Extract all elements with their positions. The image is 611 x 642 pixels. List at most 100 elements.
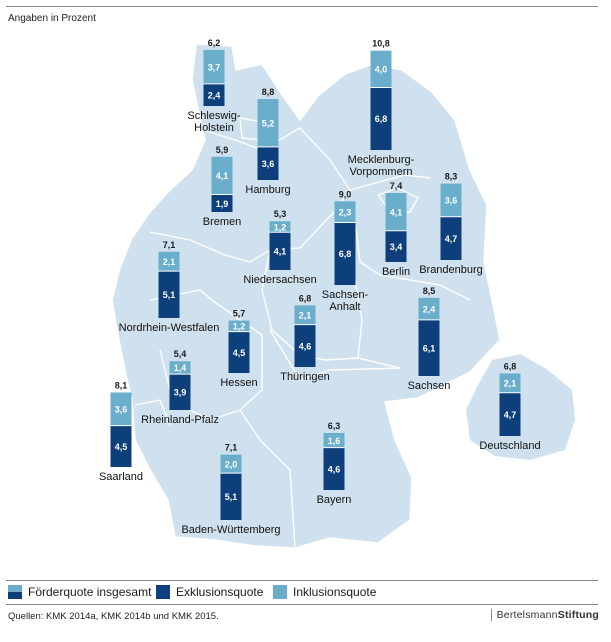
- bar-exklusion: [169, 374, 191, 410]
- legend-label-total: Förderquote insgesamt: [28, 585, 152, 599]
- region-label: Niedersachsen: [243, 274, 316, 286]
- value-label-inklusion: 1,6: [328, 436, 341, 446]
- bar-exklusion: [499, 392, 521, 436]
- value-label-inklusion: 2,1: [299, 311, 312, 321]
- region-label: Nordrhein-Westfalen: [119, 322, 220, 334]
- region-sachsen: 2,4 6,1 8,5 Sachsen: [408, 286, 451, 392]
- value-label-exklusion: 3,9: [174, 388, 187, 398]
- value-label-inklusion: 1,2: [274, 222, 287, 232]
- sources-note: Quellen: KMK 2014a, KMK 2014b und KMK 20…: [8, 611, 219, 622]
- region-brandenburg: 3,6 4,7 8,3 Brandenburg: [419, 172, 483, 276]
- bars-layer: 3,7 2,4 6,2 Schleswig-Holstein 5,2 3,6 8,8 Hamb…: [99, 38, 541, 536]
- bar-exklusion: [385, 230, 407, 262]
- germany-outline: [111, 43, 501, 549]
- value-label-exklusion: 4,6: [328, 464, 341, 474]
- value-label-total: 7,1: [163, 240, 176, 250]
- value-label-total: 5,3: [274, 209, 287, 219]
- value-label-total: 6,3: [328, 421, 341, 431]
- legend-swatch-total: [8, 585, 22, 599]
- value-label-total: 8,3: [445, 172, 458, 182]
- bar-exklusion: [294, 324, 316, 367]
- value-label-inklusion: 5,2: [262, 118, 275, 128]
- bar-exklusion: [334, 222, 356, 285]
- value-label-exklusion: 2,4: [208, 90, 221, 100]
- region-label: Mecklenburg-: [348, 154, 415, 166]
- region-bremen: 4,1 1,9 5,9 Bremen: [203, 145, 242, 228]
- region-mecklenburg-vorpommern: 4,0 6,8 10,8 Mecklenburg-Vorpommern: [348, 39, 415, 178]
- value-label-exklusion: 6,8: [339, 249, 352, 259]
- bar-exklusion: [211, 194, 233, 212]
- region-schleswig-holstein: 3,7 2,4 6,2 Schleswig-Holstein: [187, 38, 241, 134]
- legend-swatch-inklusion: [273, 585, 287, 599]
- region-saarland: 3,6 4,5 8,1 Saarland: [99, 380, 143, 483]
- legend-top-rule: [6, 580, 598, 581]
- region-thueringen: 2,1 4,6 6,8 Thüringen: [280, 293, 330, 383]
- value-label-exklusion: 4,1: [274, 247, 287, 257]
- value-label-inklusion: 3,6: [115, 405, 128, 415]
- value-label-exklusion: 4,7: [445, 234, 458, 244]
- germany-chart: 3,7 2,4 6,2 Schleswig-Holstein 5,2 3,6 8,8 Hamb…: [99, 38, 575, 549]
- region-label: Deutschland: [479, 440, 540, 452]
- value-label-inklusion: 3,6: [445, 196, 458, 206]
- bar-inklusion: [370, 50, 392, 88]
- region-label: Hessen: [220, 377, 257, 389]
- region-label: Schleswig-: [187, 110, 241, 122]
- legend-item-inklusion: Inklusionsquote: [273, 585, 376, 599]
- value-label-total: 8,1: [115, 380, 128, 390]
- bar-exklusion: [323, 447, 345, 490]
- region-rheinland-pfalz: 1,4 3,9 5,4 Rheinland-Pfalz: [141, 349, 219, 426]
- value-label-inklusion: 4,1: [216, 171, 229, 181]
- bar-exklusion: [370, 87, 392, 150]
- bar-exklusion: [257, 146, 279, 180]
- bar-inklusion: [158, 251, 180, 272]
- legend: Förderquote insgesamt Exklusionsquote In…: [8, 585, 598, 603]
- top-rule: [6, 6, 598, 7]
- bar-inklusion: [385, 193, 407, 231]
- region-label: Baden-Württemberg: [181, 524, 280, 536]
- bar-exklusion: [228, 331, 250, 373]
- region-label: Thüringen: [280, 371, 330, 383]
- region-sachsen-anhalt: 2,3 6,8 9,0 Sachsen-Anhalt: [322, 189, 369, 313]
- region-hessen: 1,2 4,5 5,7 Hessen: [220, 309, 257, 389]
- bar-inklusion: [169, 361, 191, 375]
- value-label-total: 5,9: [216, 145, 229, 155]
- value-label-inklusion: 2,3: [339, 207, 352, 217]
- value-label-total: 6,8: [504, 361, 517, 371]
- region-label: Rheinland-Pfalz: [141, 414, 219, 426]
- value-label-inklusion: 2,1: [504, 379, 517, 389]
- region-label: Sachsen-: [322, 289, 369, 301]
- region-bayern: 1,6 4,6 6,3 Bayern: [317, 421, 352, 506]
- value-label-exklusion: 3,4: [390, 242, 403, 252]
- bar-inklusion: [499, 373, 521, 393]
- bar-inklusion: [220, 454, 242, 474]
- bar-inklusion: [257, 99, 279, 147]
- region-label: Anhalt: [329, 301, 360, 313]
- value-label-exklusion: 1,9: [216, 199, 229, 209]
- region-baden-wuerttemberg: 2,0 5,1 7,1 Baden-Württemberg: [181, 443, 280, 536]
- legend-label-inklusion: Inklusionsquote: [293, 585, 377, 599]
- region-deutschland: 2,1 4,7 6,8 Deutschland: [479, 361, 540, 452]
- value-label-total: 8,8: [262, 87, 275, 97]
- bar-inklusion: [211, 156, 233, 195]
- brand-logo: BertelsmannStiftung: [490, 609, 599, 621]
- bar-inklusion: [440, 183, 462, 217]
- region-niedersachsen: 1,2 4,1 5,3 Niedersachsen: [243, 209, 316, 286]
- region-label: Bayern: [317, 494, 352, 506]
- value-label-inklusion: 2,0: [225, 459, 238, 469]
- value-label-exklusion: 6,1: [423, 343, 436, 353]
- value-label-inklusion: 1,2: [233, 322, 246, 332]
- bar-inklusion: [269, 221, 291, 233]
- value-label-inklusion: 2,1: [163, 257, 176, 267]
- value-label-exklusion: 4,7: [504, 410, 517, 420]
- bar-inklusion: [110, 392, 132, 426]
- value-label-exklusion: 4,5: [115, 442, 128, 452]
- bar-exklusion: [158, 271, 180, 318]
- legend-item-total: Förderquote insgesamt: [8, 585, 151, 599]
- value-label-total: 6,8: [299, 293, 312, 303]
- value-label-exklusion: 5,1: [225, 492, 238, 502]
- bar-exklusion: [418, 319, 440, 376]
- region-label: Bremen: [203, 216, 242, 228]
- bar-inklusion: [203, 49, 225, 84]
- region-nordrhein-westfalen: 2,1 5,1 7,1 Nordrhein-Westfalen: [119, 240, 220, 334]
- value-label-exklusion: 6,8: [375, 114, 388, 124]
